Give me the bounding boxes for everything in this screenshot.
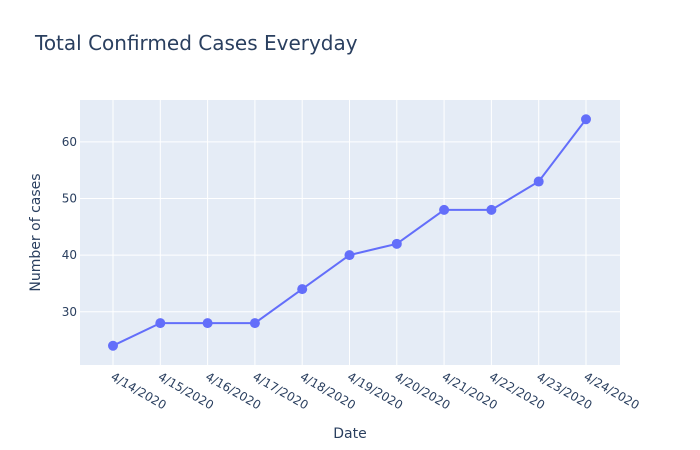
data-point[interactable]: [344, 250, 355, 261]
data-point[interactable]: [581, 114, 591, 125]
chart-title: Total Confirmed Cases Everyday: [34, 31, 358, 55]
y-tick-label: 50: [62, 192, 77, 206]
data-point[interactable]: [249, 318, 260, 329]
x-axis-ticks: 4/14/20204/15/20204/16/20204/17/20204/18…: [109, 369, 642, 412]
y-tick-label: 40: [62, 248, 77, 262]
series-layer: [108, 114, 591, 351]
data-point[interactable]: [108, 340, 118, 351]
data-point[interactable]: [533, 176, 544, 187]
y-axis-ticks: 30 40 50 60: [62, 135, 77, 319]
data-point[interactable]: [297, 284, 308, 295]
y-tick-label: 30: [62, 305, 77, 319]
grid: [80, 100, 620, 365]
data-point[interactable]: [155, 318, 166, 329]
data-point[interactable]: [202, 318, 213, 329]
data-point[interactable]: [439, 204, 450, 215]
data-point[interactable]: [391, 238, 402, 249]
x-axis-title: Date: [333, 426, 366, 442]
y-axis-title: Number of cases: [28, 173, 44, 291]
data-point[interactable]: [486, 204, 497, 215]
y-tick-label: 60: [62, 135, 77, 149]
